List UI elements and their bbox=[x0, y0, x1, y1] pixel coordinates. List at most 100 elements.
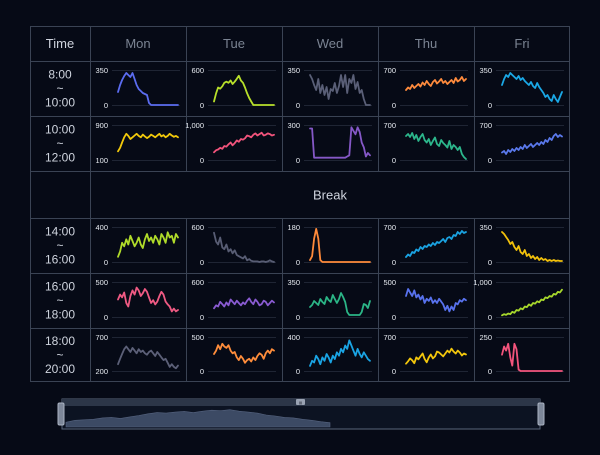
cell-chart: 350 0 bbox=[287, 66, 372, 110]
time-slot-label: ~ bbox=[56, 294, 63, 308]
y-tick-label: 0 bbox=[392, 258, 396, 267]
time-slot-label: 16:00 bbox=[45, 280, 75, 294]
time-slot-label: 10:00 bbox=[45, 123, 75, 137]
break-label: Break bbox=[313, 188, 347, 203]
series-line bbox=[117, 72, 179, 106]
cell-chart: 350 0 bbox=[95, 66, 180, 110]
y-tick-label: 700 bbox=[95, 333, 108, 342]
y-tick-label: 600 bbox=[191, 278, 204, 287]
y-tick-label: 400 bbox=[287, 333, 300, 342]
cell-chart: 700 200 bbox=[95, 333, 180, 376]
series-line bbox=[117, 231, 179, 258]
y-tick-label: 0 bbox=[104, 101, 108, 110]
time-slot-label: 18:00 bbox=[45, 334, 75, 348]
y-tick-label: 0 bbox=[296, 258, 300, 267]
day-header-mon: Mon bbox=[125, 36, 150, 51]
series-line bbox=[213, 131, 275, 154]
series-line bbox=[501, 288, 563, 317]
y-tick-label: 0 bbox=[296, 367, 300, 376]
y-tick-label: 180 bbox=[287, 223, 300, 232]
cell-chart: 1,000 0 bbox=[185, 121, 276, 165]
y-tick-label: 1,000 bbox=[185, 121, 204, 130]
table-border bbox=[30, 26, 570, 382]
series-line bbox=[309, 126, 371, 159]
y-tick-label: 500 bbox=[95, 278, 108, 287]
y-tick-label: 700 bbox=[383, 333, 396, 342]
time-slot-label: 10:00 bbox=[45, 96, 75, 110]
time-slot-label: ~ bbox=[56, 239, 63, 253]
y-tick-label: 350 bbox=[95, 66, 108, 75]
y-tick-label: 0 bbox=[104, 258, 108, 267]
time-slot-label: 12:00 bbox=[45, 151, 75, 165]
series-line bbox=[501, 72, 563, 103]
navigator-grip-icon: III bbox=[299, 401, 303, 406]
y-tick-label: 700 bbox=[383, 121, 396, 130]
navigator-grip-handle[interactable] bbox=[296, 399, 305, 405]
time-slot-label: ~ bbox=[56, 137, 63, 151]
y-tick-label: 0 bbox=[200, 313, 204, 322]
series-line bbox=[405, 230, 467, 258]
y-tick-label: 0 bbox=[392, 367, 396, 376]
y-tick-label: 0 bbox=[488, 313, 492, 322]
y-tick-label: 0 bbox=[296, 156, 300, 165]
y-tick-label: 0 bbox=[296, 313, 300, 322]
range-navigator[interactable]: III bbox=[57, 398, 545, 430]
y-tick-label: 200 bbox=[95, 367, 108, 376]
series-line bbox=[309, 339, 371, 367]
series-line bbox=[405, 347, 467, 365]
cell-chart: 400 0 bbox=[287, 333, 372, 376]
y-tick-label: 900 bbox=[95, 121, 108, 130]
navigator-left-handle[interactable] bbox=[57, 402, 65, 426]
cell-chart: 700 0 bbox=[383, 333, 468, 376]
y-tick-label: 600 bbox=[191, 66, 204, 75]
series-line bbox=[213, 231, 275, 263]
series-line bbox=[405, 132, 467, 160]
series-line bbox=[309, 74, 371, 106]
cell-chart: 700 0 bbox=[383, 121, 468, 165]
cell-chart: 1,000 0 bbox=[473, 278, 564, 322]
cell-chart: 600 0 bbox=[191, 66, 276, 110]
y-tick-label: 0 bbox=[296, 101, 300, 110]
time-column-header: Time bbox=[46, 36, 74, 51]
series-line bbox=[501, 342, 563, 372]
navigator-area bbox=[65, 409, 331, 428]
day-header-wed: Wed bbox=[317, 36, 344, 51]
cell-chart: 700 0 bbox=[383, 66, 468, 110]
y-tick-label: 0 bbox=[392, 156, 396, 165]
day-header-tue: Tue bbox=[223, 36, 245, 51]
y-tick-label: 0 bbox=[200, 258, 204, 267]
y-tick-label: 0 bbox=[488, 367, 492, 376]
time-slot-label: ~ bbox=[56, 348, 63, 362]
y-tick-label: 700 bbox=[383, 66, 396, 75]
time-slot-label: 14:00 bbox=[45, 225, 75, 239]
series-line bbox=[117, 345, 179, 370]
time-slot-label: ~ bbox=[56, 82, 63, 96]
y-tick-label: 700 bbox=[383, 223, 396, 232]
time-slot-label: 8:00 bbox=[48, 68, 72, 82]
y-tick-label: 350 bbox=[479, 223, 492, 232]
cell-chart: 600 0 bbox=[191, 223, 276, 267]
y-tick-label: 0 bbox=[488, 258, 492, 267]
cell-chart: 600 0 bbox=[191, 278, 276, 322]
y-tick-label: 350 bbox=[287, 278, 300, 287]
cell-chart: 700 0 bbox=[383, 223, 468, 267]
y-tick-label: 350 bbox=[287, 66, 300, 75]
cell-chart: 400 0 bbox=[95, 223, 180, 267]
series-line bbox=[117, 132, 179, 153]
y-tick-label: 500 bbox=[191, 333, 204, 342]
y-tick-label: 300 bbox=[287, 121, 300, 130]
y-tick-label: 100 bbox=[95, 156, 108, 165]
cell-chart: 350 0 bbox=[287, 278, 372, 322]
cell-chart: 500 0 bbox=[383, 278, 468, 322]
cell-chart: 500 0 bbox=[95, 278, 180, 322]
time-slot-label: 20:00 bbox=[45, 362, 75, 376]
y-tick-label: 0 bbox=[200, 101, 204, 110]
cell-chart: 350 0 bbox=[479, 66, 564, 110]
y-tick-label: 0 bbox=[392, 313, 396, 322]
y-tick-label: 0 bbox=[392, 101, 396, 110]
navigator-right-handle[interactable] bbox=[537, 402, 545, 426]
y-tick-label: 0 bbox=[200, 156, 204, 165]
